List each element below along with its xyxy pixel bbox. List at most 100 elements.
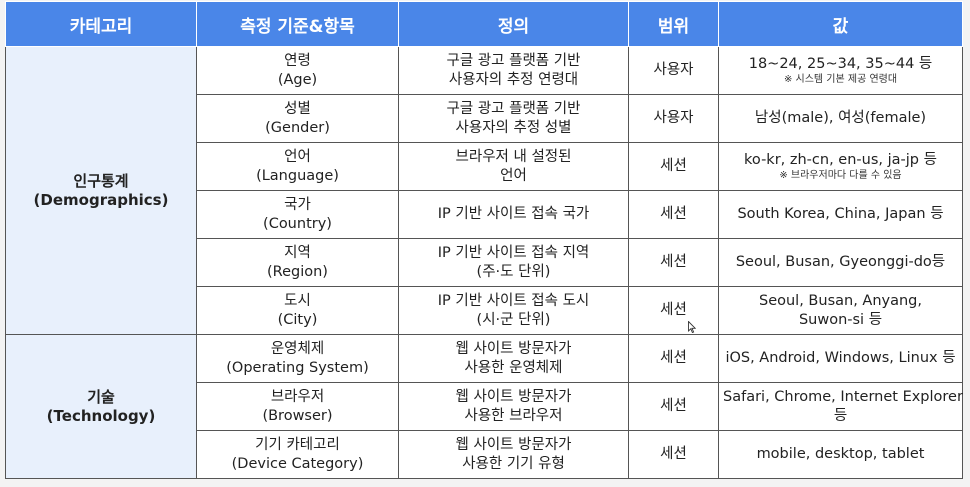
header-category: 카테고리 [5,1,197,47]
table-row: 지역 (Region) IP 기반 사이트 접속 지역 (주·도 단위) 세션 Seoul… [6,238,963,287]
value-cell-line: iOS, Android, Windows, Linux 등 [725,350,956,366]
scope-cell: 세션 [628,334,719,383]
value-cell: South Korea, China, Japan 등 [718,190,963,239]
dimension-cell-line: (Gender) [265,119,330,136]
header-scope: 범위 [628,1,719,47]
definition-cell-line: 웹 사이트 방문자가 [455,388,572,405]
header-definition: 정의 [398,1,629,47]
dimension-cell-line: (Country) [263,215,332,232]
table-row: 언어 (Language) 브라우저 내 설정된 언어 세션 ko-kr, zh-cn, … [6,142,963,191]
scope-cell: 세션 [628,142,719,191]
definition-cell: 구글 광고 플랫폼 기반 사용자의 추정 성별 [398,94,629,143]
value-cell: Seoul, Busan, Anyang, Suwon-si 등 [718,286,963,335]
value-cell: Safari, Chrome, Internet Explorer 등 [718,382,963,431]
scope-cell: 사용자 [628,46,719,95]
dimension-cell-line: (Device Category) [231,455,364,472]
category-label: 기술 [87,387,115,406]
value-cell-line: 18~24, 25~34, 35~44 등 [748,56,933,72]
dimension-cell-line: 지역 [284,244,311,261]
scope-cell: 세션 [628,382,719,431]
mouse-pointer-icon [688,321,696,333]
dimension-cell-line: (City) [277,311,318,328]
dimension-cell-line: 기기 카테고리 [255,436,340,453]
table-row: 도시 (City) IP 기반 사이트 접속 도시 (시·군 단위) 세션 Seoul, … [6,286,963,335]
table-row: 인구통계 (Demographics) 연령 (Age) 구글 광고 플랫폼 기반 사용자… [5,46,963,335]
definition-cell-line: 사용한 기기 유형 [462,455,565,472]
value-cell-line: South Korea, China, Japan 등 [737,206,944,222]
value-note: ※ 시스템 기본 제공 연령대 [783,74,898,85]
definition-cell: IP 기반 사이트 접속 도시 (시·군 단위) [398,286,629,335]
category-cell: 기술 (Technology) [5,334,197,479]
scope-cell: 사용자 [628,94,719,143]
value-cell: iOS, Android, Windows, Linux 등 [718,334,963,383]
header-value: 값 [718,1,963,47]
dimension-cell: 운영체제 (Operating System) [196,334,399,383]
dimension-cell-line: 운영체제 [270,340,325,357]
dimension-cell: 브라우저 (Browser) [196,382,399,431]
dimension-cell-line: (Operating System) [226,359,369,376]
value-cell-line: Safari, Chrome, Internet Explorer [723,388,963,405]
definition-cell-line: (주·도 단위) [476,263,551,280]
dimension-cell-line: 도시 [284,292,311,309]
value-cell-line: mobile, desktop, tablet [756,446,925,462]
dimension-cell: 연령 (Age) [196,46,399,95]
dimension-cell-line: (Language) [256,167,339,184]
value-cell-line: 남성(male), 여성(female) [754,110,927,126]
definition-cell-line: IP 기반 사이트 접속 지역 [437,244,590,261]
dimension-cell: 지역 (Region) [196,238,399,287]
definition-cell-line: 웹 사이트 방문자가 [455,436,572,453]
definition-cell-line: 구글 광고 플랫폼 기반 [446,52,581,69]
category-label: 인구통계 [73,171,129,190]
value-cell-line: ko-kr, zh-cn, en-us, ja-jp 등 [744,152,937,168]
dimensions-table: 카테고리 측정 기준&항목 정의 범위 값 인구통계 (Demographics)… [5,1,963,479]
value-cell-line: Seoul, Busan, Anyang, [759,292,922,309]
dimension-cell: 국가 (Country) [196,190,399,239]
definition-cell-line: 사용한 브라우저 [464,407,563,424]
definition-cell: IP 기반 사이트 접속 국가 [398,190,629,239]
dimension-cell-line: 성별 [284,100,311,117]
dimension-cell-line: 브라우저 [270,388,325,405]
dimension-cell-line: (Region) [267,263,328,280]
definition-cell-line: 언어 [500,167,527,184]
dimension-cell: 성별 (Gender) [196,94,399,143]
scope-cell: 세션 [628,286,719,335]
dimension-cell: 도시 (City) [196,286,399,335]
value-cell: mobile, desktop, tablet [718,430,963,479]
value-cell-line: Seoul, Busan, Gyeonggi-do등 [735,254,946,270]
scope-cell: 세션 [628,238,719,287]
scope-cell: 세션 [628,430,719,479]
definition-cell-line: (시·군 단위) [476,311,551,328]
definition-cell: IP 기반 사이트 접속 지역 (주·도 단위) [398,238,629,287]
value-note: ※ 브라우저마다 다를 수 있음 [779,170,902,181]
definition-cell-line: IP 기반 사이트 접속 도시 [437,292,590,309]
scope-cell: 세션 [628,190,719,239]
dimension-cell: 기기 카테고리 (Device Category) [196,430,399,479]
definition-cell-line: 브라우저 내 설정된 [455,148,572,165]
definition-cell-line: 구글 광고 플랫폼 기반 [446,100,581,117]
header-dimension: 측정 기준&항목 [196,1,399,47]
value-cell: Seoul, Busan, Gyeonggi-do등 [718,238,963,287]
dimension-cell-line: (Browser) [262,407,333,424]
definition-cell-line: 사용자의 추정 연령대 [448,71,579,88]
category-label: (Technology) [46,406,156,425]
dimension-cell-line: (Age) [277,71,318,88]
value-cell: ko-kr, zh-cn, en-us, ja-jp 등 ※ 브라우저마다 다를 … [718,142,963,191]
value-cell-line: 등 [833,407,848,424]
definition-cell-line: IP 기반 사이트 접속 국가 [437,206,590,222]
value-cell: 남성(male), 여성(female) [718,94,963,143]
dimension-cell-line: 언어 [284,148,311,165]
dimension-cell-line: 국가 [284,196,311,213]
value-cell-line: Suwon-si 등 [798,311,883,328]
table-row: 기술 (Technology) 운영체제 (Operating System) 웹 사이… [5,334,963,479]
definition-cell-line: 웹 사이트 방문자가 [455,340,572,357]
category-label: (Demographics) [33,190,169,209]
table-body: 인구통계 (Demographics) 연령 (Age) 구글 광고 플랫폼 기반 사용자… [5,46,963,479]
definition-cell-line: 사용한 운영체제 [464,359,563,376]
